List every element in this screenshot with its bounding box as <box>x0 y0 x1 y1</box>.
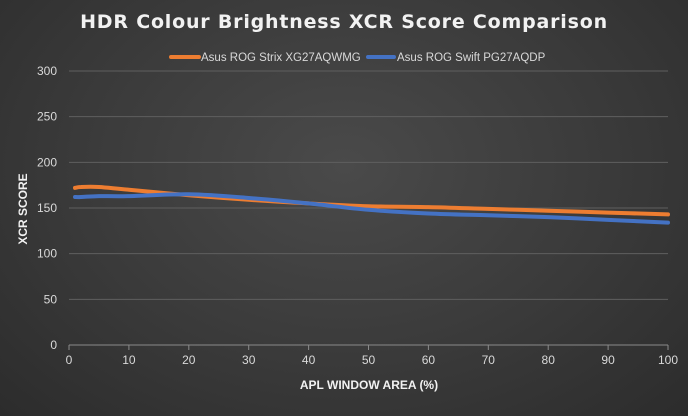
x-tick-label: 80 <box>542 353 556 367</box>
x-tick-label: 70 <box>482 353 496 367</box>
chart-title: HDR Colour Brightness XCR Score Comparis… <box>80 11 608 33</box>
axes <box>68 344 669 350</box>
series-line-2 <box>73 192 670 225</box>
y-tick-label: 300 <box>37 64 57 78</box>
legend-label-series-1: Asus ROG Strix XG27AQWMG <box>201 52 361 64</box>
y-tick-label: 150 <box>37 201 57 215</box>
x-tick-label: 20 <box>182 353 196 367</box>
y-tick-label: 50 <box>44 292 58 306</box>
x-tick-label: 100 <box>658 353 678 367</box>
y-tick-label: 200 <box>37 155 57 169</box>
x-tick-label: 50 <box>362 353 376 367</box>
x-tick-label: 90 <box>601 353 615 367</box>
x-tick-label: 30 <box>242 353 256 367</box>
x-tick-label: 0 <box>66 353 73 367</box>
legend: Asus ROG Strix XG27AQWMG Asus ROG Swift … <box>169 52 546 64</box>
y-axis-title: XCR SCORE <box>16 173 30 244</box>
y-tick-label: 100 <box>37 247 57 261</box>
x-axis-ticks: 0 10 20 30 40 50 60 70 80 90 100 <box>66 353 679 367</box>
gridlines <box>69 70 668 300</box>
series-lines <box>73 184 670 225</box>
legend-label-series-2: Asus ROG Swift PG27AQDP <box>397 52 546 64</box>
x-tick-label: 60 <box>422 353 436 367</box>
y-tick-label: 250 <box>37 110 57 124</box>
x-axis-title: APL WINDOW AREA (%) <box>300 378 438 392</box>
y-tick-label: 0 <box>50 338 57 352</box>
y-axis-ticks: 0 50 100 150 200 250 300 <box>37 64 57 352</box>
x-tick-label: 10 <box>122 353 136 367</box>
x-tick-label: 40 <box>302 353 316 367</box>
